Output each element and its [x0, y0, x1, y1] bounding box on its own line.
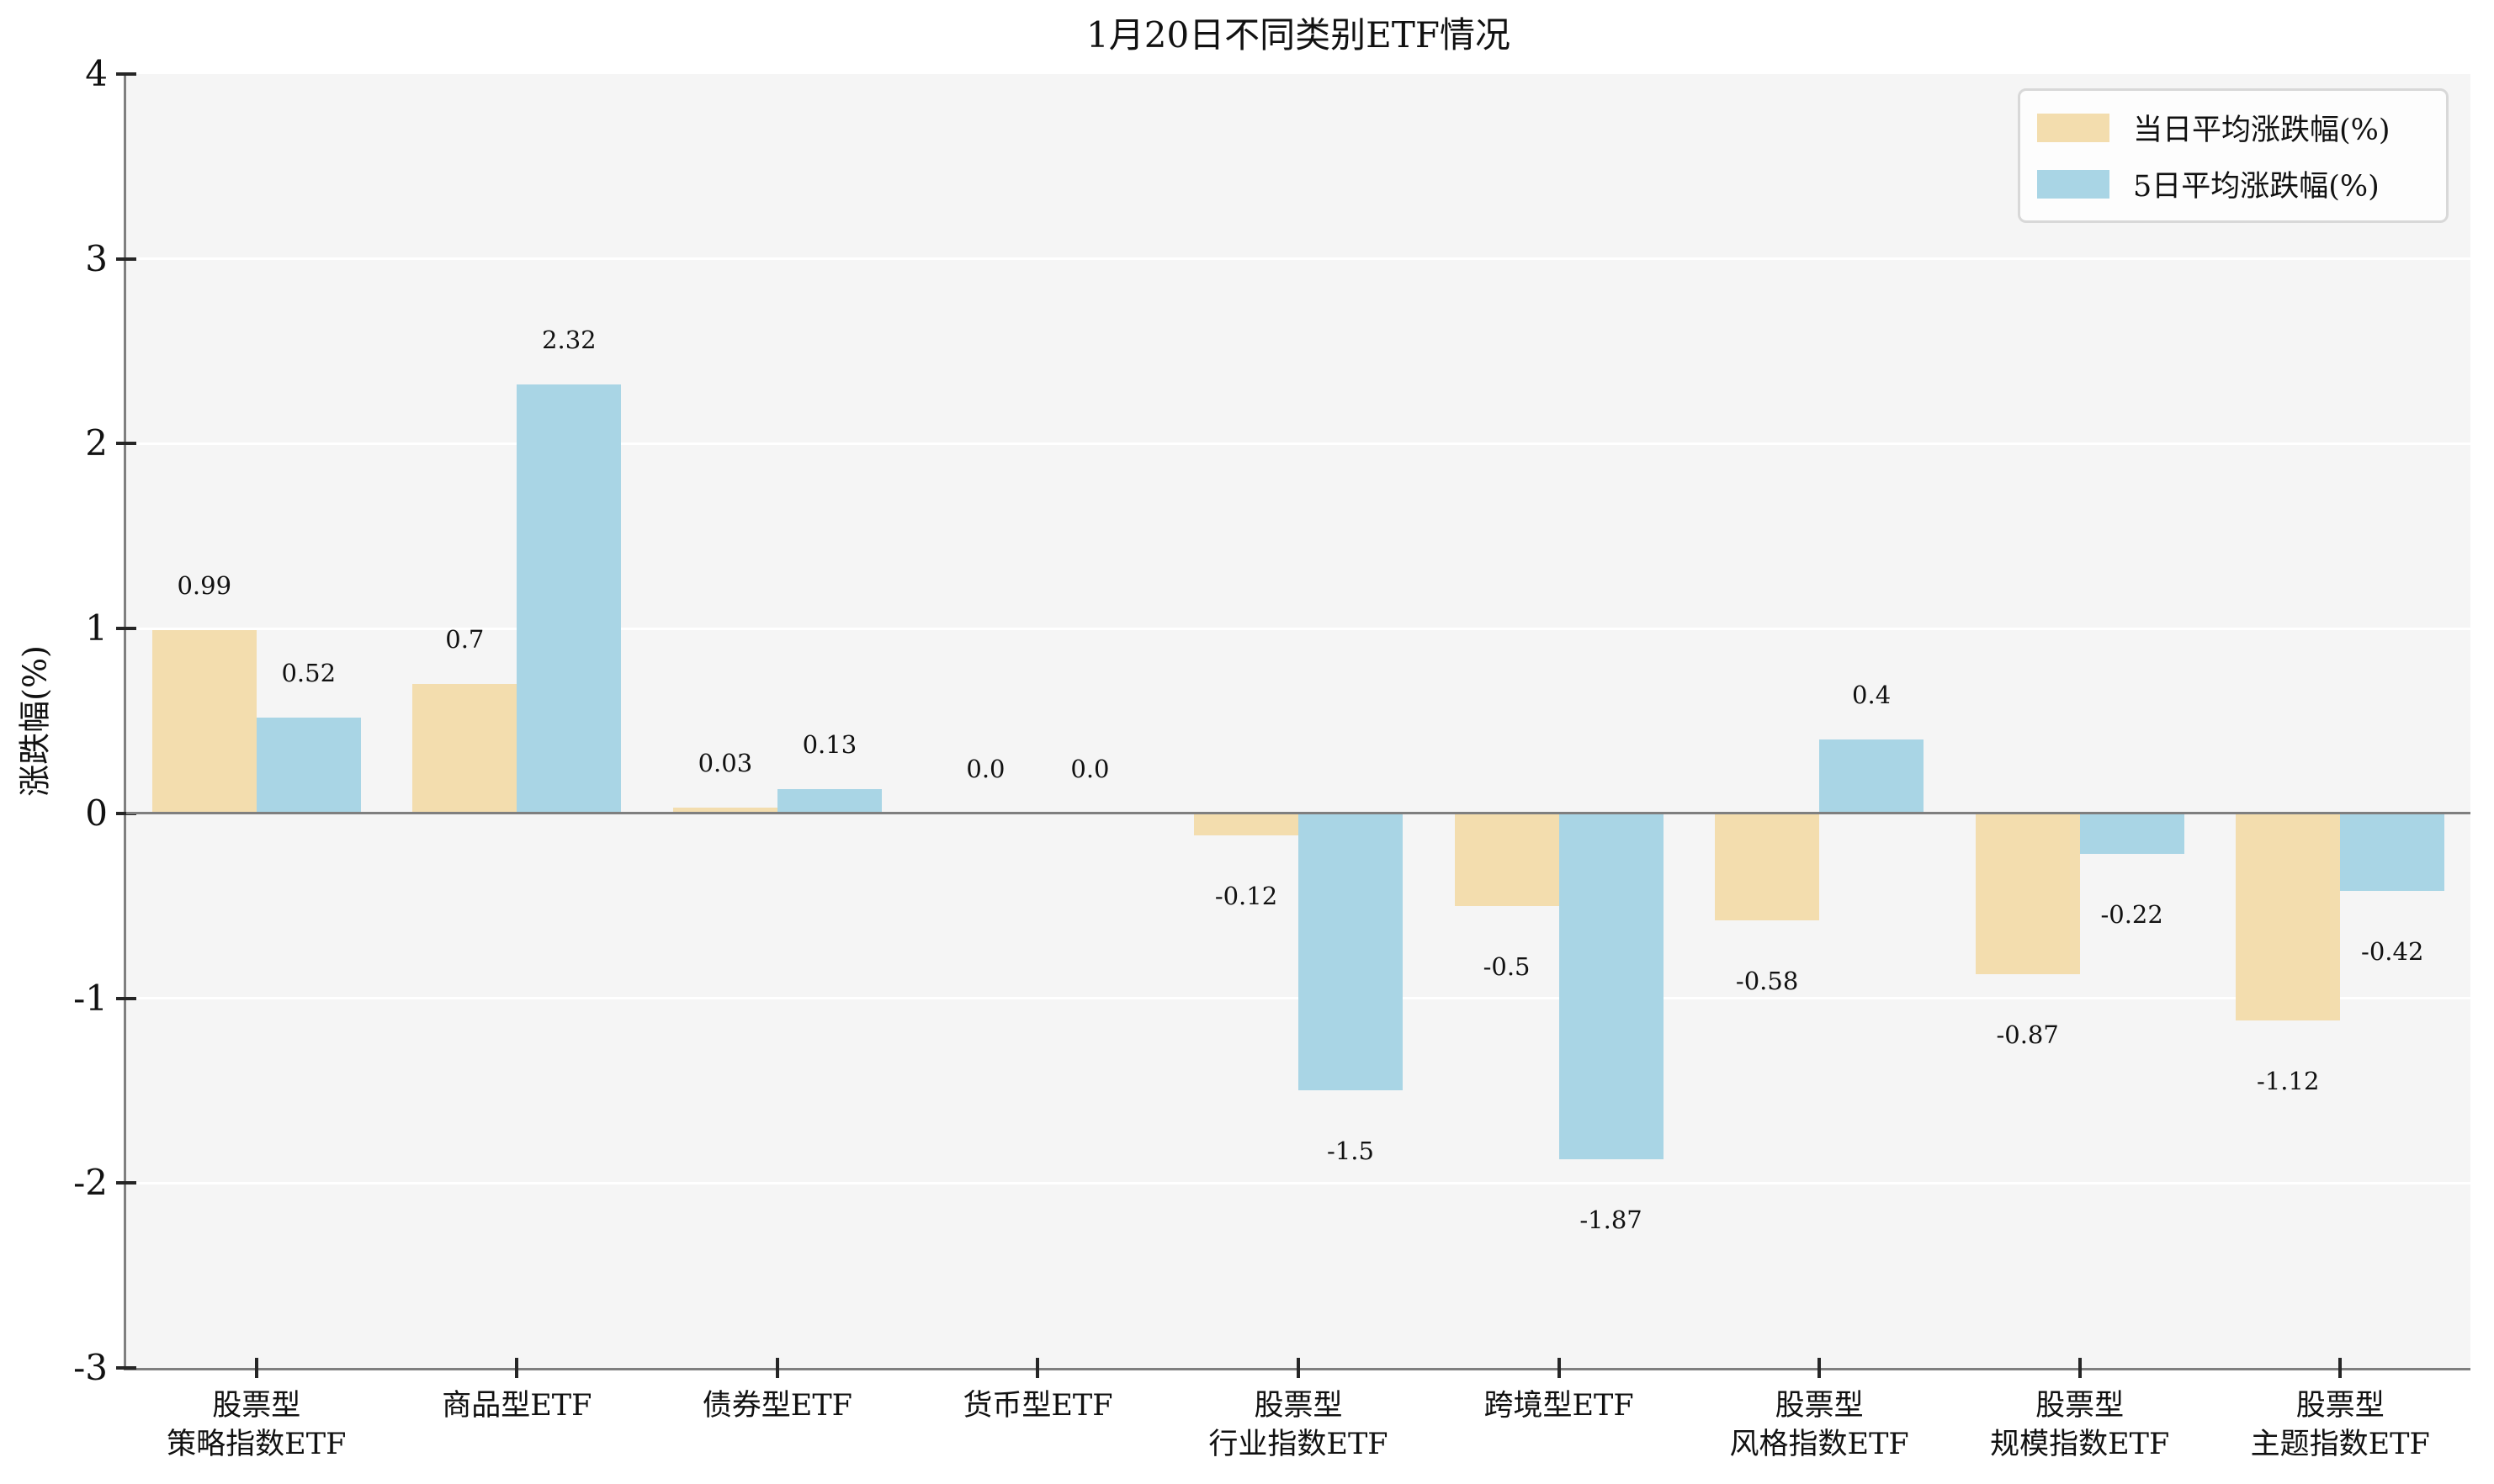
x-tick: [775, 1358, 779, 1378]
x-tick-label: 商品型ETF: [374, 1386, 660, 1425]
legend: 当日平均涨跌幅(%) 5日平均涨跌幅(%): [2018, 88, 2449, 223]
y-tick-label: -1: [73, 977, 108, 1019]
legend-item-5day: 5日平均涨跌幅(%): [2037, 162, 2429, 205]
bar-daily-8: [2236, 813, 2341, 1020]
bar-daily-5: [1454, 813, 1559, 906]
gridline: [126, 627, 2470, 630]
bar-value-label: 0.13: [802, 730, 857, 760]
y-tick: [116, 1366, 136, 1370]
x-tick-label: 货币型ETF: [894, 1386, 1181, 1425]
y-tick: [116, 257, 136, 261]
y-tick: [116, 627, 136, 631]
x-tick-label: 跨境型ETF: [1416, 1386, 1702, 1425]
bar-value-label: -1.5: [1327, 1137, 1374, 1166]
x-tick: [1557, 1358, 1561, 1378]
y-tick-label: 4: [85, 53, 108, 94]
bar-daily-6: [1715, 813, 1820, 921]
x-tick-label: 债券型ETF: [634, 1386, 921, 1425]
bar-value-label: 0.99: [177, 571, 232, 601]
bar-5day-8: [2340, 813, 2445, 892]
bar-value-label: -0.12: [1214, 882, 1278, 911]
x-tick-label-line: 股票型: [212, 1389, 301, 1423]
y-axis-label: 涨跌幅(%): [16, 645, 54, 797]
x-tick-label: 股票型规模指数ETF: [1937, 1386, 2223, 1464]
x-tick: [2338, 1358, 2343, 1378]
y-axis-spine: [124, 74, 126, 1368]
bar-daily-2: [672, 808, 777, 814]
x-tick: [1817, 1358, 1822, 1378]
bar-daily-0: [151, 630, 257, 814]
x-tick-label-line: 股票型: [2035, 1389, 2125, 1423]
y-tick: [116, 72, 136, 76]
bar-value-label: -0.42: [2361, 937, 2424, 967]
x-tick-label-line: 货币型ETF: [963, 1389, 1113, 1423]
bar-value-label: 0.4: [1852, 680, 1892, 709]
bar-value-label: -0.22: [2100, 900, 2163, 930]
x-tick-label-line: 股票型: [1254, 1389, 1343, 1423]
x-tick-label-line: 主题指数ETF: [2250, 1428, 2430, 1461]
legend-swatch-daily: [2037, 113, 2109, 142]
x-tick: [515, 1358, 519, 1378]
zero-baseline: [126, 812, 2470, 815]
x-tick-label-line: 行业指数ETF: [1208, 1428, 1388, 1461]
bar-5day-6: [1819, 739, 1924, 814]
y-tick-label: 2: [85, 422, 108, 464]
bar-value-label: -1.12: [2257, 1066, 2320, 1095]
x-tick-label: 股票型策略指数ETF: [114, 1386, 400, 1464]
x-tick: [1036, 1358, 1040, 1378]
bar-value-label: -0.58: [1735, 967, 1799, 996]
x-tick-label-line: 股票型: [1775, 1389, 1864, 1423]
bar-value-label: -1.87: [1579, 1205, 1642, 1234]
bar-value-label: 2.32: [542, 326, 597, 355]
x-tick: [254, 1358, 258, 1378]
legend-swatch-5day: [2037, 169, 2109, 199]
x-tick-label-line: 债券型ETF: [702, 1389, 852, 1423]
gridline: [126, 1181, 2470, 1185]
y-tick: [116, 1181, 136, 1185]
x-tick-label-line: 策略指数ETF: [167, 1428, 347, 1461]
bar-5day-0: [256, 717, 361, 814]
x-tick-label: 股票型行业指数ETF: [1155, 1386, 1441, 1464]
bar-5day-4: [1298, 813, 1403, 1091]
bar-daily-4: [1194, 813, 1298, 836]
x-tick-label-line: 风格指数ETF: [1729, 1428, 1909, 1461]
x-tick: [2077, 1358, 2082, 1378]
chart-title: 1月20日不同类别ETF情况: [1086, 14, 1510, 56]
bar-value-label: -0.5: [1483, 951, 1531, 981]
x-tick-label: 股票型主题指数ETF: [2197, 1386, 2483, 1464]
bar-5day-2: [777, 789, 882, 814]
bar-daily-7: [1975, 813, 2080, 974]
bar-value-label: 0.0: [1070, 754, 1110, 783]
y-tick-label: -3: [73, 1347, 108, 1388]
x-tick-label-line: 跨境型ETF: [1483, 1389, 1634, 1423]
bar-value-label: -0.87: [1996, 1020, 2059, 1049]
x-tick: [1297, 1358, 1300, 1378]
y-tick: [116, 996, 136, 1000]
bar-5day-5: [1558, 813, 1664, 1159]
legend-label-daily: 当日平均涨跌幅(%): [2133, 114, 2391, 147]
y-tick: [116, 442, 136, 446]
bar-5day-1: [517, 384, 622, 814]
legend-item-daily: 当日平均涨跌幅(%): [2037, 106, 2429, 149]
bar-value-label: 0.7: [445, 625, 485, 655]
y-tick-label: 1: [85, 607, 108, 649]
x-tick-label-line: 股票型: [2295, 1389, 2385, 1423]
bar-value-label: 0.03: [698, 749, 753, 778]
x-tick-label-line: 商品型ETF: [442, 1389, 592, 1423]
x-tick-label: 股票型风格指数ETF: [1676, 1386, 1962, 1464]
y-tick-label: 3: [85, 237, 108, 279]
bar-value-label: 0.52: [281, 658, 337, 687]
bar-5day-7: [2079, 813, 2184, 855]
y-tick-label: 0: [85, 792, 108, 834]
bar-daily-1: [412, 684, 517, 814]
plot-area: 0.99 0.52 0.7 2.32 0.03 0.13 0.0 0.0 -0.12 -1.5 -0…: [124, 74, 2470, 1370]
y-tick-label: -2: [73, 1162, 108, 1204]
legend-label-5day: 5日平均涨跌幅(%): [2133, 170, 2380, 204]
gridline: [126, 442, 2470, 445]
gridline: [126, 257, 2470, 261]
x-tick-label-line: 规模指数ETF: [1990, 1428, 2170, 1461]
bar-value-label: 0.0: [966, 754, 1006, 783]
